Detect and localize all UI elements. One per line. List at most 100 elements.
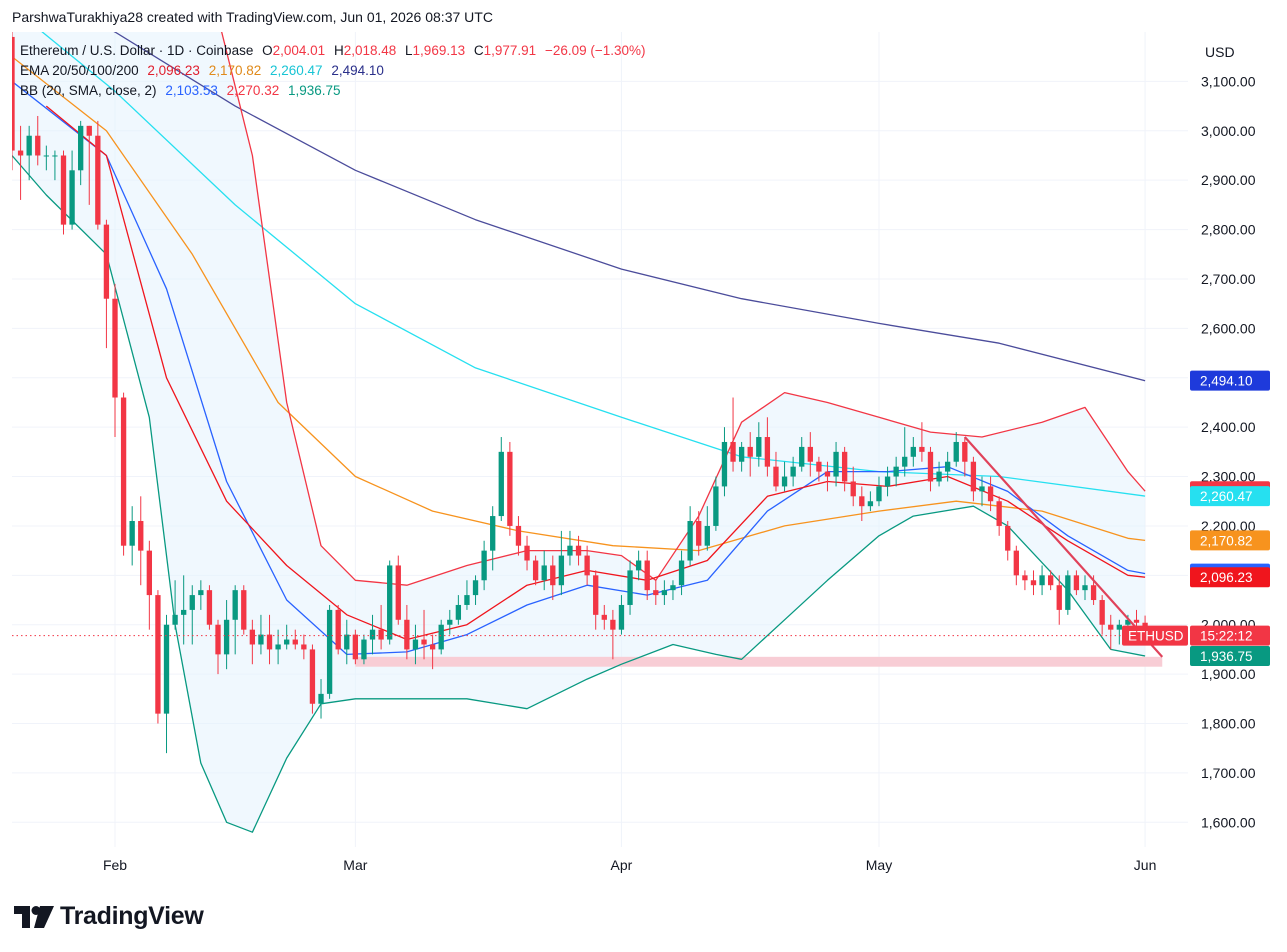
candle xyxy=(215,619,221,675)
candle-body xyxy=(678,560,685,586)
candle xyxy=(378,604,384,650)
candle-body xyxy=(987,486,994,502)
legend-bb-row[interactable]: BB (20, SMA, close, 2) 2,103.53 2,270.32… xyxy=(20,83,346,98)
candle xyxy=(292,629,298,650)
candle xyxy=(910,437,916,467)
candle-body xyxy=(490,516,496,551)
candle xyxy=(996,496,1002,536)
candle-body xyxy=(962,441,968,462)
candle xyxy=(1013,545,1019,586)
candle xyxy=(833,441,839,487)
price-badge-text: 1,936.75 xyxy=(1200,649,1253,664)
candle xyxy=(567,530,573,566)
candle xyxy=(884,466,891,497)
low-key: L xyxy=(405,43,413,58)
candle xyxy=(618,595,625,635)
candle-body xyxy=(1099,600,1105,625)
candle xyxy=(344,619,350,665)
candle-body xyxy=(902,456,908,467)
candle xyxy=(309,644,316,714)
candles xyxy=(12,32,1148,754)
candle xyxy=(584,545,590,586)
legend-symbol-row[interactable]: Ethereum / U.S. Dollar · 1D · Coinbase O… xyxy=(20,43,651,58)
candle-body xyxy=(447,619,453,625)
candle xyxy=(1039,565,1045,596)
candle xyxy=(301,634,307,660)
candle xyxy=(26,125,32,181)
candle-body xyxy=(1030,580,1037,586)
candle xyxy=(644,550,650,601)
candle xyxy=(284,624,290,650)
candle-body xyxy=(927,451,934,482)
legend-ema-row[interactable]: EMA 20/50/100/200 2,096.23 2,170.82 2,26… xyxy=(20,63,389,78)
ema-20-value: 2,096.23 xyxy=(147,63,200,78)
bollinger-fill xyxy=(12,32,1146,833)
price-badge: 2,260.47 xyxy=(1190,486,1270,507)
symbol-badge-bg xyxy=(1122,625,1188,646)
ema-100-value: 2,260.47 xyxy=(270,63,323,78)
candle xyxy=(781,461,788,492)
candle-body xyxy=(481,550,487,581)
price-chart[interactable]: 1,600.001,700.001,800.001,900.002,000.00… xyxy=(0,32,1287,882)
candle-body xyxy=(524,545,530,561)
tradingview-logo[interactable]: TradingView xyxy=(14,902,204,931)
candle xyxy=(713,476,719,531)
candle-body xyxy=(421,639,427,645)
price-badge-bg xyxy=(1190,486,1270,507)
candle xyxy=(266,614,273,665)
candle xyxy=(138,496,144,586)
candle xyxy=(326,604,333,699)
candle-body xyxy=(833,451,839,477)
candle xyxy=(953,432,959,467)
candle xyxy=(163,614,170,754)
candle-body xyxy=(996,501,1002,526)
candle-body xyxy=(103,224,110,299)
candle-body xyxy=(1133,619,1140,623)
candle xyxy=(335,604,341,655)
candle xyxy=(447,609,453,635)
candle xyxy=(120,392,127,556)
candle-body xyxy=(610,619,616,630)
candle xyxy=(524,535,530,571)
symbol-badge-text: ETHUSD xyxy=(1128,629,1184,644)
candle-body xyxy=(1056,585,1062,610)
price-badge: 1,936.75 xyxy=(1190,645,1270,666)
candle xyxy=(824,461,831,492)
support-zone xyxy=(355,656,1163,667)
candle xyxy=(438,619,444,655)
ema-label[interactable]: EMA 20/50/100/200 xyxy=(20,63,139,78)
price-badge: 2,170.82 xyxy=(1190,530,1270,551)
candle xyxy=(816,456,822,482)
bb-label[interactable]: BB (20, SMA, close, 2) xyxy=(20,83,157,98)
time-axis[interactable]: Feb Mar Apr May Jun xyxy=(103,857,1156,873)
candle xyxy=(721,427,728,497)
chart-credit: ParshwaTurakhiya28 created with TradingV… xyxy=(12,9,493,25)
symbol-name[interactable]: Ethereum / U.S. Dollar · 1D · Coinbase xyxy=(20,43,254,58)
price-badge-bg xyxy=(1190,645,1270,666)
candle xyxy=(455,595,462,625)
last-price-badge: ETHUSD 15:22:12 xyxy=(1122,625,1270,646)
candle-body xyxy=(275,644,281,650)
candle-body xyxy=(378,629,384,640)
candle xyxy=(1116,619,1122,645)
candle xyxy=(661,580,668,605)
time-tick-label: Jun xyxy=(1134,857,1157,873)
candle-body xyxy=(301,644,307,650)
candle xyxy=(1005,521,1011,561)
bb-upper-value: 2,270.32 xyxy=(226,83,280,98)
candle xyxy=(146,540,153,630)
price-badge-bg xyxy=(1190,530,1270,551)
candle-body xyxy=(112,298,118,398)
candle-body xyxy=(738,446,745,462)
candle-body xyxy=(189,595,195,610)
chart-area[interactable]: 1,600.00 1,700.00 1,800.00 1,900.00 2,000.00… xyxy=(0,32,1287,882)
candle xyxy=(927,446,934,492)
price-axis-currency: USD xyxy=(1205,44,1235,60)
candle xyxy=(249,619,256,665)
price-axis[interactable]: 1,600.001,700.001,800.001,900.002,000.00… xyxy=(1201,73,1256,830)
candle-body xyxy=(1116,624,1122,630)
time-tick-label: Mar xyxy=(343,857,367,873)
candle xyxy=(859,486,865,521)
candle xyxy=(558,530,565,596)
candle-body xyxy=(60,155,67,225)
